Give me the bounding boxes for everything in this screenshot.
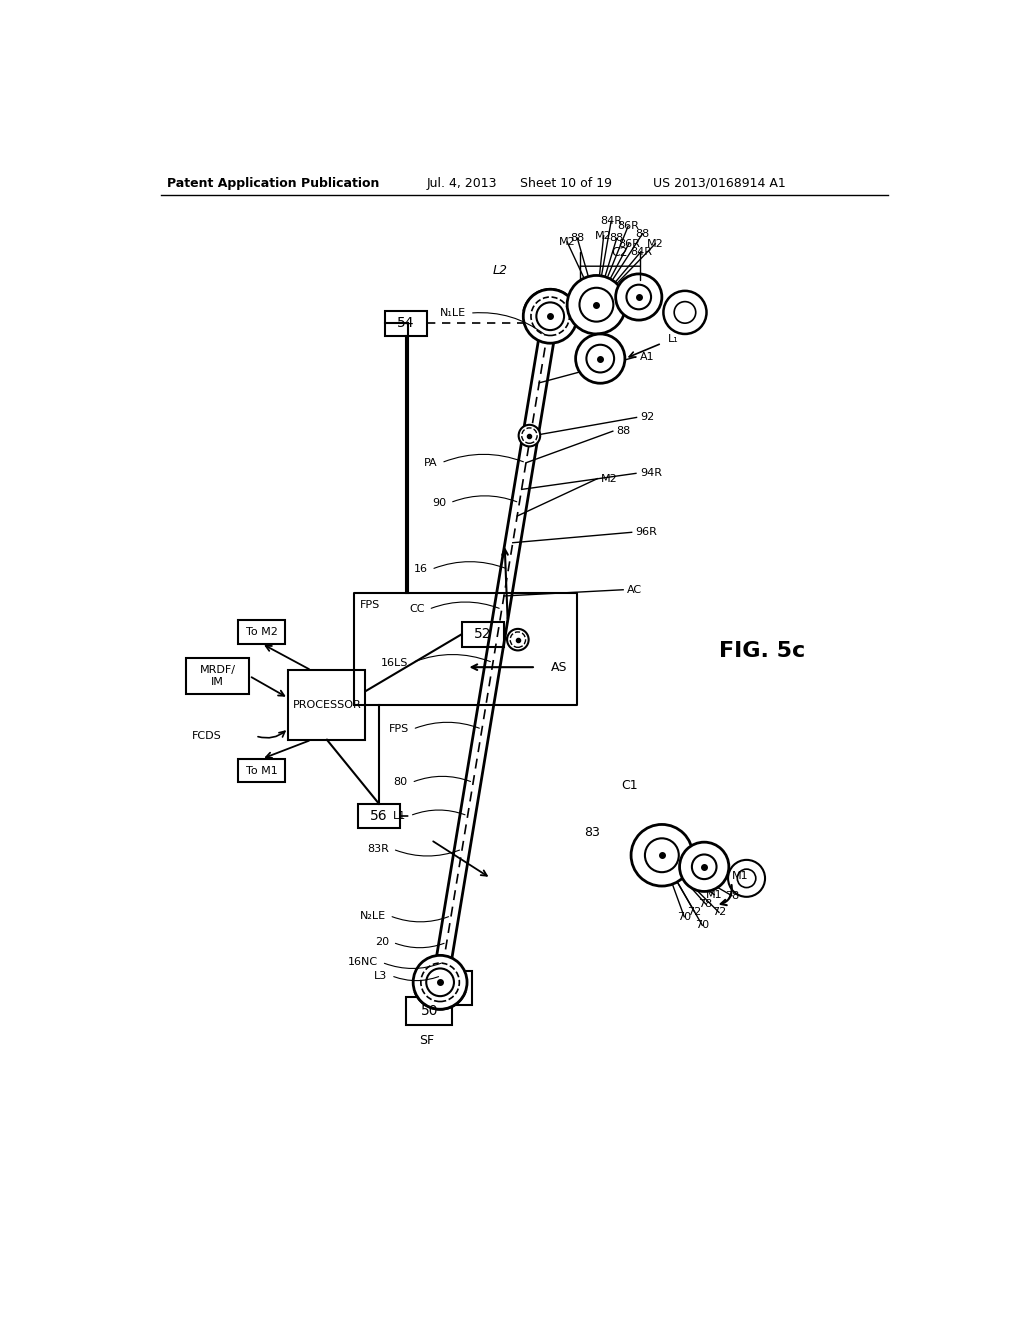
Text: 16: 16 bbox=[414, 565, 427, 574]
Bar bbox=[289, 671, 366, 739]
Text: 70: 70 bbox=[695, 920, 710, 931]
Text: 72: 72 bbox=[712, 907, 726, 917]
Circle shape bbox=[507, 628, 528, 651]
Text: 78: 78 bbox=[698, 899, 713, 909]
Circle shape bbox=[627, 285, 651, 309]
Text: US 2013/0168914 A1: US 2013/0168914 A1 bbox=[653, 177, 786, 190]
Bar bbox=[357, 804, 400, 829]
Text: L3: L3 bbox=[374, 970, 387, 981]
Circle shape bbox=[737, 869, 756, 887]
Circle shape bbox=[615, 275, 662, 321]
Text: 86R: 86R bbox=[617, 222, 639, 231]
Text: 50: 50 bbox=[421, 1003, 438, 1018]
Circle shape bbox=[580, 288, 613, 322]
Text: To M2: To M2 bbox=[246, 627, 278, 638]
Text: 84R: 84R bbox=[600, 216, 623, 226]
Bar bbox=[239, 620, 285, 644]
Circle shape bbox=[537, 302, 564, 330]
Circle shape bbox=[645, 838, 679, 873]
Text: 52: 52 bbox=[474, 627, 492, 642]
Text: Patent Application Publication: Patent Application Publication bbox=[167, 177, 379, 190]
Bar bbox=[186, 659, 249, 693]
Text: 78: 78 bbox=[725, 891, 739, 900]
Circle shape bbox=[631, 825, 692, 886]
Bar bbox=[453, 970, 472, 1006]
Circle shape bbox=[692, 854, 717, 879]
Circle shape bbox=[680, 842, 729, 891]
Circle shape bbox=[728, 859, 765, 896]
Text: MRDF/
IM: MRDF/ IM bbox=[200, 665, 236, 686]
Circle shape bbox=[674, 302, 695, 323]
Text: 72: 72 bbox=[687, 907, 701, 917]
Text: 92: 92 bbox=[640, 412, 654, 422]
Circle shape bbox=[575, 334, 625, 383]
Circle shape bbox=[587, 345, 614, 372]
Text: FPS: FPS bbox=[388, 725, 409, 734]
Text: 96R: 96R bbox=[636, 527, 657, 537]
Text: 88: 88 bbox=[609, 234, 624, 243]
Text: 88: 88 bbox=[636, 228, 649, 239]
Text: Jul. 4, 2013: Jul. 4, 2013 bbox=[426, 177, 497, 190]
Text: AC: AC bbox=[627, 585, 642, 595]
Circle shape bbox=[518, 425, 541, 446]
Text: 84R: 84R bbox=[630, 247, 652, 256]
Text: FPS: FPS bbox=[360, 599, 380, 610]
Circle shape bbox=[567, 276, 626, 334]
Text: 88: 88 bbox=[616, 426, 631, 436]
Text: 16LS: 16LS bbox=[381, 657, 409, 668]
Text: 83R: 83R bbox=[367, 843, 389, 854]
Text: 86R: 86R bbox=[618, 239, 640, 248]
Text: AS: AS bbox=[551, 661, 567, 673]
Text: To M1: To M1 bbox=[246, 766, 278, 776]
Text: 70: 70 bbox=[677, 912, 691, 921]
Text: 54: 54 bbox=[397, 317, 415, 330]
Text: M2: M2 bbox=[647, 239, 664, 248]
Text: M1: M1 bbox=[731, 871, 749, 882]
Text: 80: 80 bbox=[393, 777, 408, 788]
Circle shape bbox=[426, 969, 454, 997]
Text: CC: CC bbox=[410, 605, 425, 614]
Text: 16NC: 16NC bbox=[348, 957, 378, 968]
Text: L2: L2 bbox=[493, 264, 508, 277]
Text: 56: 56 bbox=[370, 809, 388, 822]
Text: PROCESSOR: PROCESSOR bbox=[293, 700, 361, 710]
Bar bbox=[239, 759, 285, 781]
Text: FIG. 5c: FIG. 5c bbox=[719, 642, 805, 661]
Text: PA: PA bbox=[424, 458, 437, 467]
Text: SF: SF bbox=[420, 1034, 434, 1047]
Text: Sheet 10 of 19: Sheet 10 of 19 bbox=[519, 177, 611, 190]
Circle shape bbox=[523, 289, 578, 343]
Text: A1: A1 bbox=[640, 352, 654, 362]
Circle shape bbox=[664, 290, 707, 334]
Bar bbox=[385, 312, 427, 335]
Text: 83: 83 bbox=[585, 825, 600, 838]
Text: 20: 20 bbox=[375, 937, 389, 948]
Text: C1: C1 bbox=[622, 779, 638, 792]
Text: C2: C2 bbox=[611, 246, 628, 259]
Text: FCDS: FCDS bbox=[193, 731, 222, 741]
Bar bbox=[407, 997, 453, 1024]
Text: 88: 88 bbox=[570, 234, 585, 243]
Text: M2: M2 bbox=[595, 231, 612, 240]
Bar bbox=[462, 622, 504, 647]
Circle shape bbox=[413, 956, 467, 1010]
Text: M1: M1 bbox=[706, 890, 723, 900]
Text: L₁: L₁ bbox=[668, 334, 679, 345]
Text: N₁LE: N₁LE bbox=[440, 308, 466, 318]
Text: N₂LE: N₂LE bbox=[359, 911, 386, 920]
Text: M2: M2 bbox=[601, 474, 618, 483]
Text: 90: 90 bbox=[432, 498, 446, 508]
Text: L1: L1 bbox=[393, 810, 407, 821]
Text: 94R: 94R bbox=[640, 469, 662, 478]
Text: M2: M2 bbox=[559, 236, 575, 247]
